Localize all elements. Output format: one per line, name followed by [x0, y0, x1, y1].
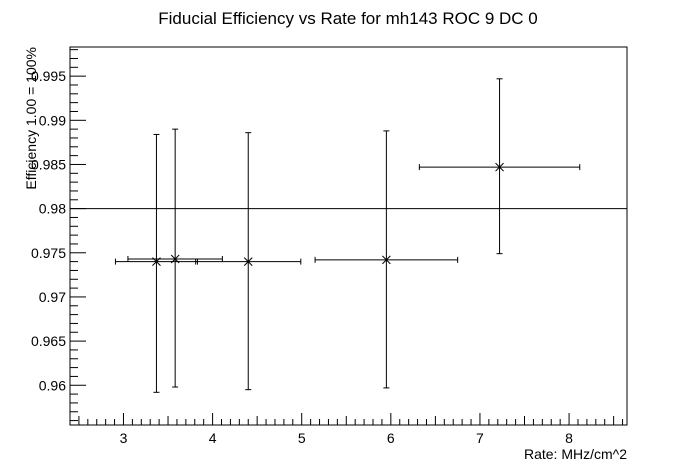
y-tick-label: 0.975 — [31, 245, 66, 261]
data-point — [314, 130, 459, 389]
x-marker — [243, 257, 253, 266]
x-tick-label: 6 — [387, 430, 395, 446]
x-marker — [382, 255, 391, 265]
y-tick-label: 0.96 — [39, 377, 66, 393]
x-tick-label: 5 — [298, 430, 306, 446]
x-tick-label: 4 — [209, 430, 217, 446]
y-tick-label: 0.985 — [31, 156, 66, 172]
data-point — [114, 133, 198, 393]
x-tick-label: 7 — [476, 430, 484, 446]
y-axis-label: Efficiency 1.00 = 100% — [23, 47, 39, 190]
y-tick-label: 0.97 — [39, 289, 66, 305]
plot-frame — [69, 46, 628, 426]
x-axis-label: Rate: MHz/cm^2 — [524, 446, 627, 462]
y-tick-label: 0.98 — [39, 201, 66, 217]
x-marker — [495, 162, 504, 172]
y-tick-label: 0.965 — [31, 333, 66, 349]
data-point — [418, 78, 581, 255]
y-axis-ticks: 0.96 0.965 0.97 0.975 0.98 0.985 0.99 0.995 — [31, 49, 86, 422]
y-tick-label: 0.995 — [31, 68, 66, 84]
data-point — [195, 132, 302, 391]
x-tick-label: 3 — [120, 430, 128, 446]
x-axis-ticks: 3 4 5 6 7 8 — [69, 413, 624, 446]
data-point — [127, 128, 223, 388]
y-tick-label: 0.99 — [39, 112, 66, 128]
data-points — [114, 78, 581, 393]
x-marker — [170, 254, 180, 264]
chart-title: Fiducial Efficiency vs Rate for mh143 RO… — [158, 9, 538, 28]
x-tick-label: 8 — [565, 430, 573, 446]
